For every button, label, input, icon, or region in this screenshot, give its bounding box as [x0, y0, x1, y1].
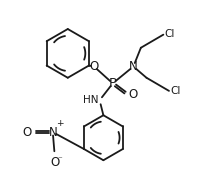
Text: ⁻: ⁻	[58, 156, 62, 165]
Text: O: O	[50, 156, 59, 168]
Text: Cl: Cl	[164, 29, 175, 39]
Text: O: O	[129, 88, 138, 101]
Text: P: P	[109, 77, 117, 90]
Text: Cl: Cl	[170, 86, 180, 96]
Text: N: N	[48, 126, 57, 139]
Text: O: O	[89, 60, 99, 73]
Text: +: +	[56, 119, 64, 128]
Text: N: N	[129, 60, 138, 73]
Text: O: O	[22, 126, 31, 139]
Text: HN: HN	[83, 95, 99, 105]
